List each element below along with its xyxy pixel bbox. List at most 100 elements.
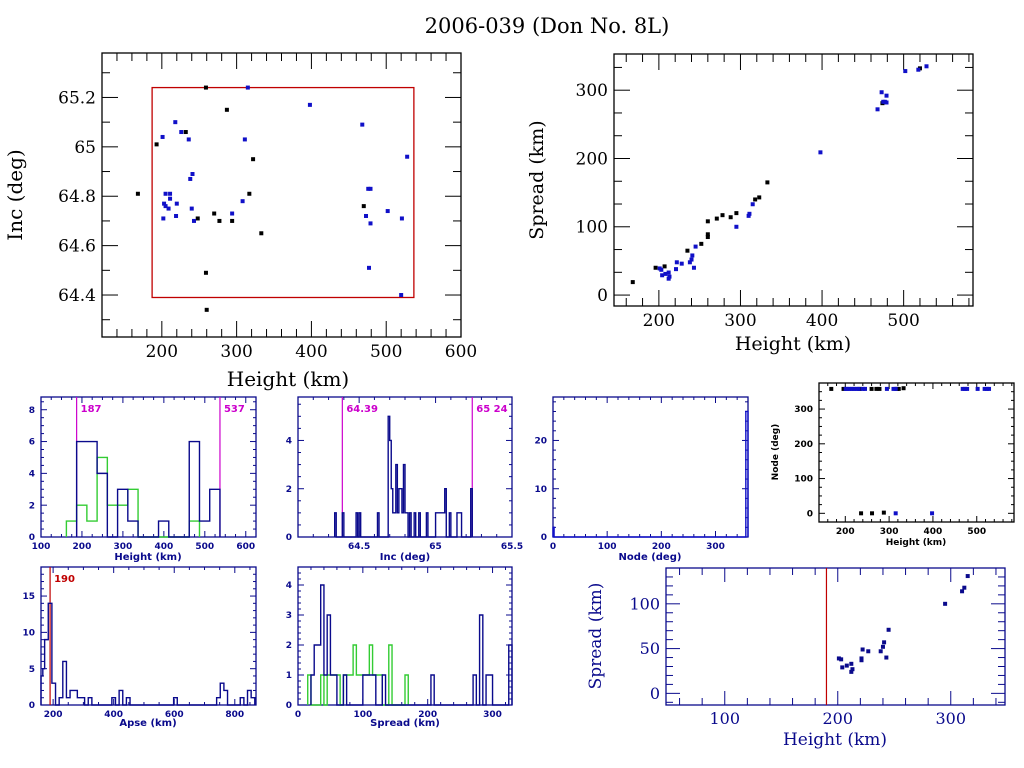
y-axis-label: Spread (km) — [586, 583, 606, 690]
data-point — [870, 511, 875, 516]
y-tick-label: 4 — [286, 581, 292, 591]
data-point — [242, 137, 247, 142]
data-point — [224, 107, 229, 112]
data-point — [840, 665, 845, 670]
histogram-bar — [350, 675, 353, 705]
data-point — [691, 265, 696, 270]
y-tick-label: 64.8 — [58, 187, 96, 207]
data-point — [863, 386, 868, 391]
x-axis-label: Height (km) — [114, 552, 181, 563]
x-tick-label: 200 — [643, 311, 675, 331]
histogram-bar — [87, 442, 97, 537]
data-point — [850, 667, 855, 672]
y-axis-label: Inc (deg) — [3, 149, 27, 240]
data-point — [881, 510, 886, 515]
data-point — [366, 186, 371, 191]
x-tick-label: 300 — [880, 527, 899, 537]
x-axis-label: Inc (deg) — [380, 552, 431, 563]
chart-height_hist: 100 200 300 400 500 600 0 2 4 6 8 Height (km) 187 537 — [29, 396, 257, 563]
y-axis-label: Spread (km) — [526, 120, 548, 239]
data-point — [163, 204, 168, 209]
histogram-bar — [393, 513, 395, 537]
data-point — [245, 85, 250, 90]
histogram-green — [65, 456, 201, 538]
data-point — [884, 93, 889, 98]
data-point — [666, 276, 671, 281]
data-point — [987, 386, 992, 391]
data-point — [251, 157, 256, 162]
y-tick-label: 2 — [29, 501, 35, 511]
data-point — [962, 386, 967, 391]
histogram-bar — [210, 489, 220, 537]
data-point — [705, 219, 710, 224]
chart-node_hist: 0 100 200 300 0 10 20 Node (deg) — [534, 396, 749, 563]
data-point — [859, 656, 864, 661]
data-point — [663, 271, 668, 276]
y-tick-label: 0 — [286, 533, 292, 543]
data-point — [893, 386, 898, 391]
data-point — [852, 386, 857, 391]
data-point — [135, 191, 140, 196]
x-tick-label: 100 — [598, 542, 617, 552]
y-tick-label: 200 — [576, 149, 608, 169]
data-point — [368, 186, 373, 191]
y-tick-label: 1 — [286, 671, 292, 681]
data-point — [746, 213, 751, 218]
histogram-bar — [330, 675, 336, 705]
chart-apse_hist: 200 400 600 800 0 5 10 15 Apse (km) 190 — [22, 566, 257, 729]
x-tick-label: 300 — [114, 542, 133, 552]
data-point — [174, 201, 179, 206]
histogram-bar — [97, 473, 107, 537]
data-point — [962, 585, 967, 590]
data-point — [399, 293, 404, 298]
x-tick-label: 400 — [924, 527, 943, 537]
data-point — [841, 386, 846, 391]
y-tick-label: 3 — [286, 611, 292, 621]
x-axis-label: Node (deg) — [619, 552, 682, 563]
data-point — [659, 267, 664, 272]
x-tick-label: 200 — [822, 709, 853, 728]
y-tick-label: 0 — [29, 533, 35, 543]
data-point — [829, 386, 834, 391]
data-point — [189, 206, 194, 211]
x-tick-label: 500 — [967, 527, 986, 537]
y-tick-label: 0 — [597, 286, 608, 306]
data-point — [965, 386, 970, 391]
y-tick-label: 0 — [807, 509, 813, 519]
x-tick-label: 300 — [220, 342, 252, 362]
data-point — [191, 218, 196, 223]
data-point — [161, 216, 166, 221]
y-tick-label: 100 — [629, 594, 660, 613]
marker-label: 190 — [54, 574, 75, 585]
data-point — [903, 69, 908, 74]
x-tick-label: 400 — [104, 710, 123, 720]
data-point — [891, 386, 896, 391]
data-point — [247, 191, 252, 196]
data-point — [839, 657, 844, 662]
data-point — [163, 191, 168, 196]
data-point — [689, 257, 694, 262]
x-tick-label: 500 — [887, 311, 919, 331]
y-tick-label: 10 — [534, 485, 547, 495]
x-tick-label: 300 — [706, 542, 725, 552]
histogram-bar — [128, 489, 138, 537]
data-point — [259, 231, 264, 236]
x-tick-label: 600 — [445, 342, 477, 362]
data-point — [875, 107, 880, 112]
data-point — [874, 386, 879, 391]
data-point — [960, 386, 965, 391]
histogram-bar — [314, 645, 320, 705]
data-point — [685, 248, 690, 253]
data-point — [836, 656, 841, 661]
x-tick-label: 200 — [418, 710, 437, 720]
data-point — [757, 195, 762, 200]
y-tick-label: 0 — [286, 701, 292, 711]
data-point — [975, 386, 980, 391]
data-point — [204, 307, 209, 312]
x-tick-label: 200 — [652, 542, 671, 552]
x-tick-label: 65 — [429, 542, 442, 552]
y-axis-label: Node (deg) — [771, 424, 781, 481]
data-point — [361, 204, 366, 209]
data-point — [886, 627, 891, 632]
